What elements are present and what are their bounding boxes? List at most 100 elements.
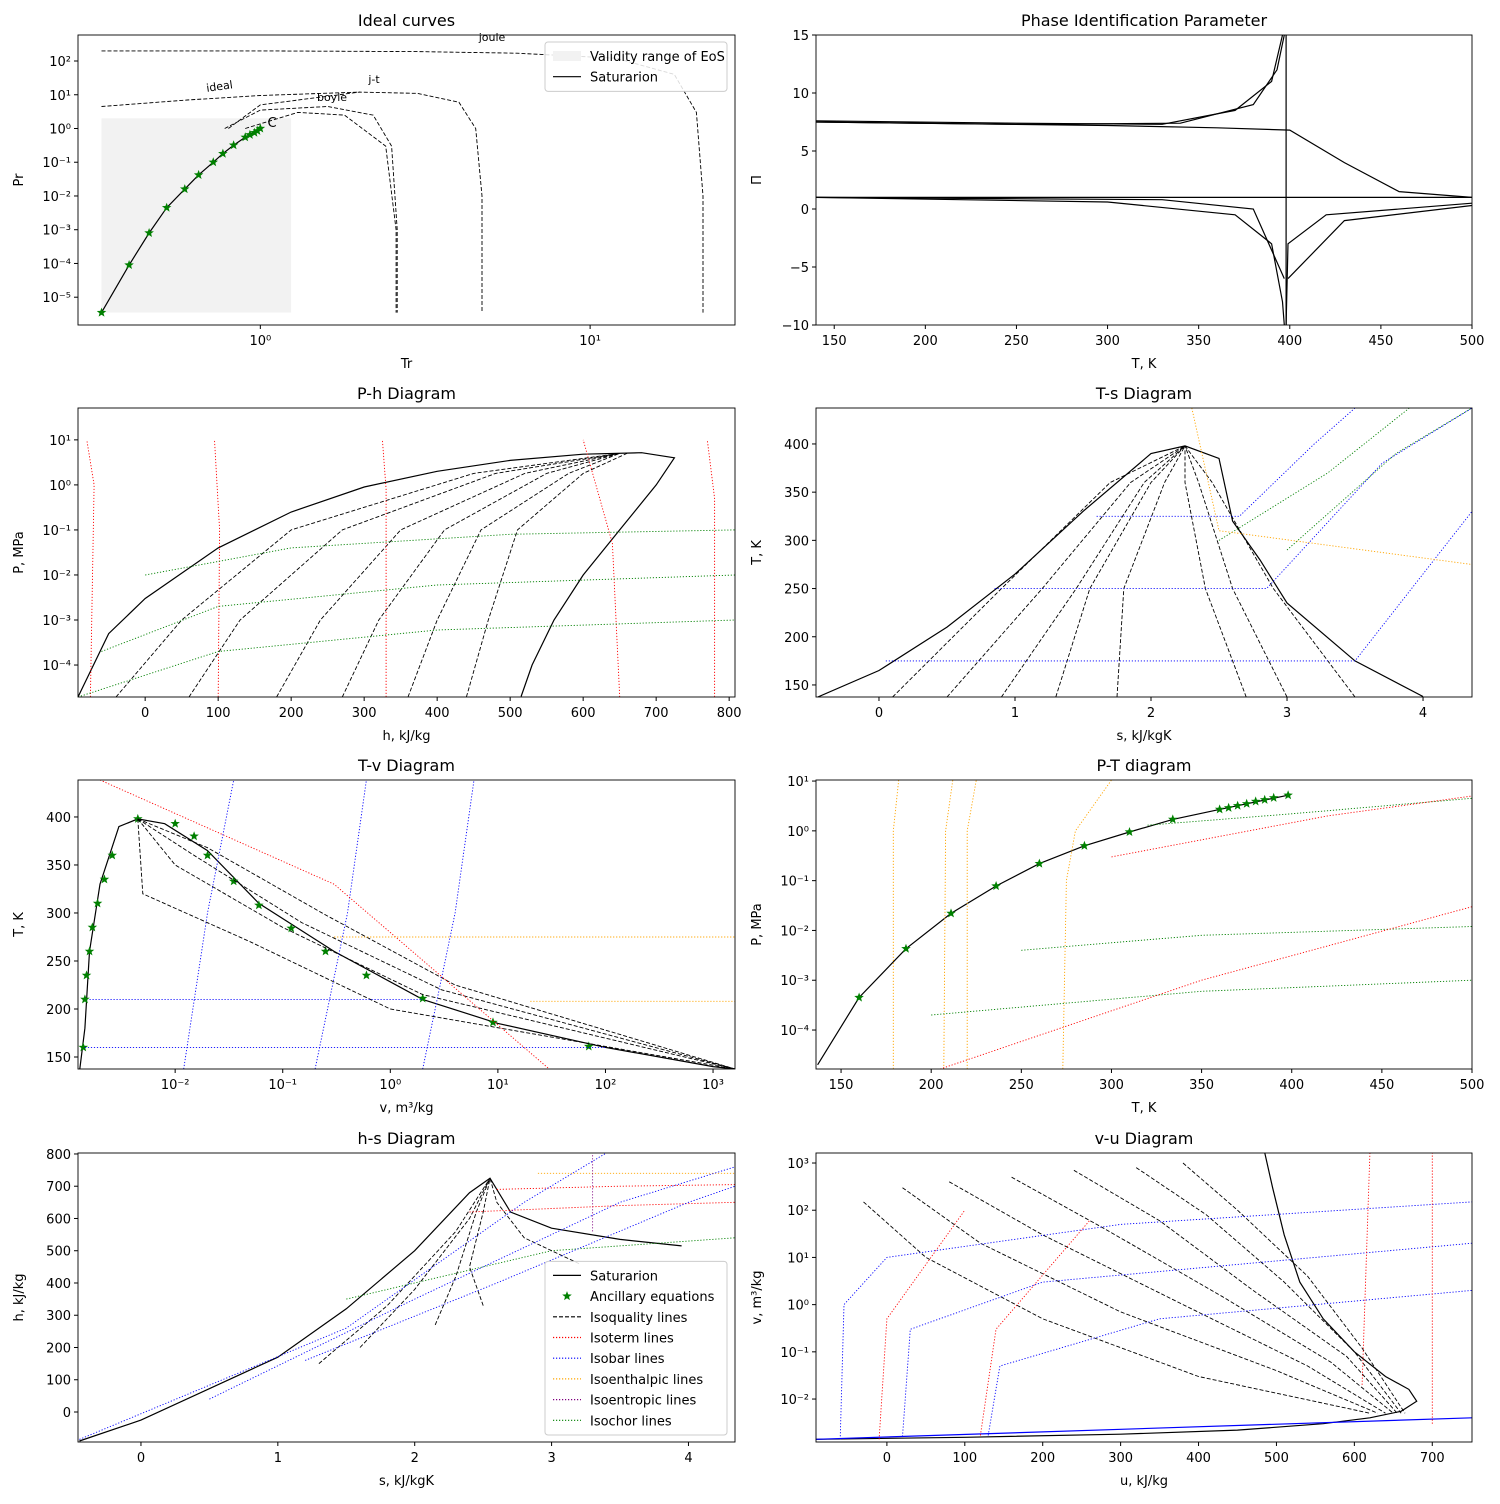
y-tick-label: 10¹ [787,775,809,790]
curve [188,452,620,697]
curve [434,1178,491,1326]
curve [101,91,360,107]
curve [816,1417,1472,1440]
chart-title: Ideal curves [358,11,455,30]
curve [885,511,1472,662]
y-tick-label: 10⁻² [42,569,71,584]
y-tick-label: 200 [46,1003,71,1018]
x-axis-label: s, kJ/kgK [1116,729,1172,744]
x-tick-label: 10² [595,1078,617,1093]
star-marker [1079,840,1090,850]
star-marker [180,184,190,194]
star-marker [1250,796,1261,806]
star-marker [1232,800,1243,810]
curve [359,1177,491,1348]
plot-area [79,1153,735,1442]
x-tick-label: 3 [1283,706,1291,721]
y-tick-label: 300 [46,1309,71,1324]
x-axis-label: v, m³/kg [380,1101,434,1116]
star-marker [361,970,372,980]
curve [422,780,475,1069]
x-tick-label: 0 [883,1451,891,1466]
annotation: joule [478,31,506,44]
legend-label: Isoterm lines [590,1332,674,1347]
star-marker [161,202,172,212]
curve [1073,1169,1398,1414]
curve [245,111,397,313]
chart-title: v-u Diagram [1095,1129,1194,1148]
star-marker [1168,814,1178,824]
y-tick-label: 10² [49,55,71,70]
curve [946,445,1186,697]
y-tick-label: 10² [787,1204,809,1219]
x-tick-label: 4 [1419,706,1427,721]
chart-title: Phase Identification Parameter [1021,11,1268,30]
x-tick-label: 350 [1189,1078,1214,1093]
curve [1135,1167,1402,1414]
subplot: 10⁻² 10⁻¹ 10⁰ 10¹ 10² 10³ 150 200 250 300 350 400 T-… [12,756,736,1116]
y-tick-label: 10¹ [49,434,71,449]
x-tick-label: 200 [1030,1451,1055,1466]
curve [489,1178,580,1265]
star-marker [189,831,199,841]
y-tick-label: 700 [46,1180,71,1195]
curve [1184,445,1247,697]
star-marker [255,123,266,133]
curve [1062,780,1112,1069]
curve [496,1184,735,1190]
star-marker [80,994,90,1004]
x-tick-label: 2 [411,1451,419,1466]
x-tick-label: 400 [1186,1451,1211,1466]
chart-title: P-T diagram [1097,756,1192,775]
curve [1116,445,1186,697]
star-marker [1214,804,1225,814]
y-tick-label: 500 [46,1245,71,1260]
x-tick-label: 0 [137,1451,145,1466]
x-tick-label: 250 [1004,334,1029,349]
curve [341,452,620,697]
curve [839,1201,1472,1440]
y-tick-label: 10⁰ [49,122,71,137]
legend-label: Isoenthalpic lines [590,1373,703,1388]
curve [1218,408,1410,541]
y-tick-label: 10⁻¹ [780,1346,809,1361]
curve [948,1181,1386,1414]
plot-area [78,439,735,697]
curve [137,818,735,1069]
legend-label: Isoquality lines [590,1311,688,1326]
annotation: ideal [205,78,233,95]
axes-frame [815,34,1473,326]
y-tick-label: 400 [784,438,809,453]
star-marker [99,874,110,884]
y-tick-label: 10 [792,87,809,102]
curve [469,1201,735,1213]
star-marker [107,850,117,860]
curve [209,1166,735,1400]
curve [224,106,398,313]
star-marker [854,992,864,1002]
x-tick-label: 200 [913,334,938,349]
curve [1287,204,1472,280]
curve [145,529,735,576]
y-axis-label: h, kJ/kg [12,1273,27,1321]
star-marker [946,908,956,918]
x-tick-label: 3 [547,1451,555,1466]
curve [943,780,954,1069]
star-marker [249,127,260,137]
x-tick-label: 500 [1460,334,1485,349]
y-tick-label: 350 [784,486,809,501]
y-tick-label: 200 [784,631,809,646]
x-axis-label: T, K [1131,1101,1157,1116]
legend-label: Isobar lines [590,1352,665,1367]
y-tick-label: 400 [46,811,71,826]
x-tick-label: 500 [498,706,523,721]
x-tick-label: 0 [141,706,149,721]
x-tick-label: 10⁰ [249,334,271,349]
subplot: 150 200 250 300 350 400 450 500 −10 −5 0 5 10 15 Phase… [750,11,1484,372]
star-marker [202,850,213,860]
legend-box [544,41,728,92]
legend-swatch [562,1291,572,1301]
legend-label: Isochor lines [590,1414,672,1429]
y-tick-label: 600 [46,1212,71,1227]
y-tick-label: 10³ [787,1157,809,1172]
